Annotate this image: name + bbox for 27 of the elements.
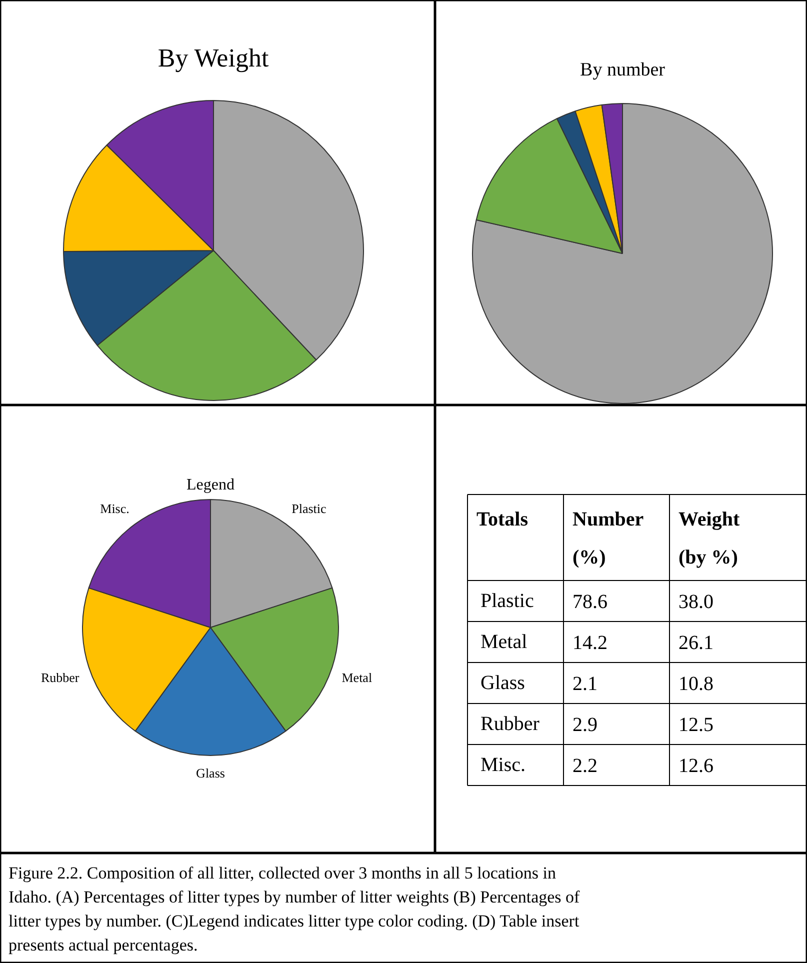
chart-title: By number bbox=[580, 60, 666, 80]
data-label: 26.1 bbox=[678, 632, 714, 654]
category-label: Rubber bbox=[480, 713, 540, 735]
data-label: 78.6 bbox=[572, 591, 608, 613]
slice-label: Rubber bbox=[40, 670, 80, 686]
data-label: 2.1 bbox=[572, 673, 598, 695]
data-label: 14.2 bbox=[572, 632, 608, 654]
data-label: 12.6 bbox=[678, 755, 714, 777]
data-label: 10.8 bbox=[678, 673, 714, 695]
slice-label: Misc. bbox=[100, 500, 130, 516]
series-label: Number (%) bbox=[572, 508, 644, 568]
slice-label: Plastic bbox=[292, 500, 327, 516]
text: Totals bbox=[476, 508, 528, 530]
data-label: 38.0 bbox=[678, 591, 714, 613]
slice-label: Metal bbox=[342, 670, 372, 686]
category-label: Misc. bbox=[480, 754, 526, 776]
category-label: Plastic bbox=[480, 590, 534, 612]
slice-label: Glass bbox=[196, 766, 225, 780]
text: Weight (by %) bbox=[678, 508, 740, 568]
chart-title: By Weight bbox=[158, 44, 270, 72]
category-label: Glass bbox=[480, 672, 526, 694]
data-label: 12.5 bbox=[678, 714, 714, 736]
data-label: 2.2 bbox=[572, 755, 598, 777]
caption: Figure 2.2. Composition of all litter, collected over 3 months in all 5 locations in Idaho. (A) Percentages of litter types by number of litter weights (B) Percentages of litter types by number. (C)Legend indicates litter type color coding. (D) Table insert presents actual percentages. bbox=[8, 864, 580, 954]
data-label: 2.9 bbox=[572, 714, 598, 736]
category-label: Metal bbox=[480, 631, 528, 653]
chart-title: Legend bbox=[186, 476, 234, 494]
